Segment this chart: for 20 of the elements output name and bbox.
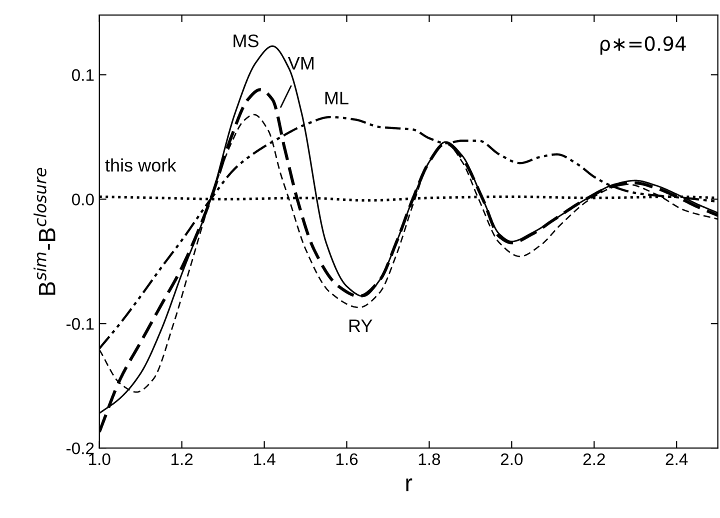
x-tick-label: 2.0 <box>500 453 523 466</box>
x-tick-label: 1.2 <box>172 453 193 466</box>
x-tick-label: 1.8 <box>418 453 440 466</box>
x-tick-label: 2.2 <box>583 453 605 466</box>
series-label: ML <box>325 92 348 104</box>
y-tick-label: 0.0 <box>72 194 94 206</box>
y-tick-label: -0.2 <box>66 442 94 454</box>
x-tick-label: 1.4 <box>254 454 276 466</box>
y-tick-label: 0.1 <box>72 69 94 81</box>
x-axis-title: r <box>406 478 412 492</box>
series-label: MS <box>234 34 258 48</box>
x-tick-label: 1.0 <box>89 453 110 466</box>
series-label: this work <box>105 158 176 172</box>
annotation: ρ∗=0.94 <box>600 36 686 55</box>
series-label: VM <box>288 57 314 70</box>
x-tick-label: 2.4 <box>666 453 688 466</box>
y-axis-title: B$^{sim}$-B$^{closure}$ <box>34 168 56 295</box>
x-tick-label: 1.6 <box>336 453 358 466</box>
y-tick-label: -0.1 <box>66 318 94 330</box>
series-label: RY <box>349 320 372 332</box>
